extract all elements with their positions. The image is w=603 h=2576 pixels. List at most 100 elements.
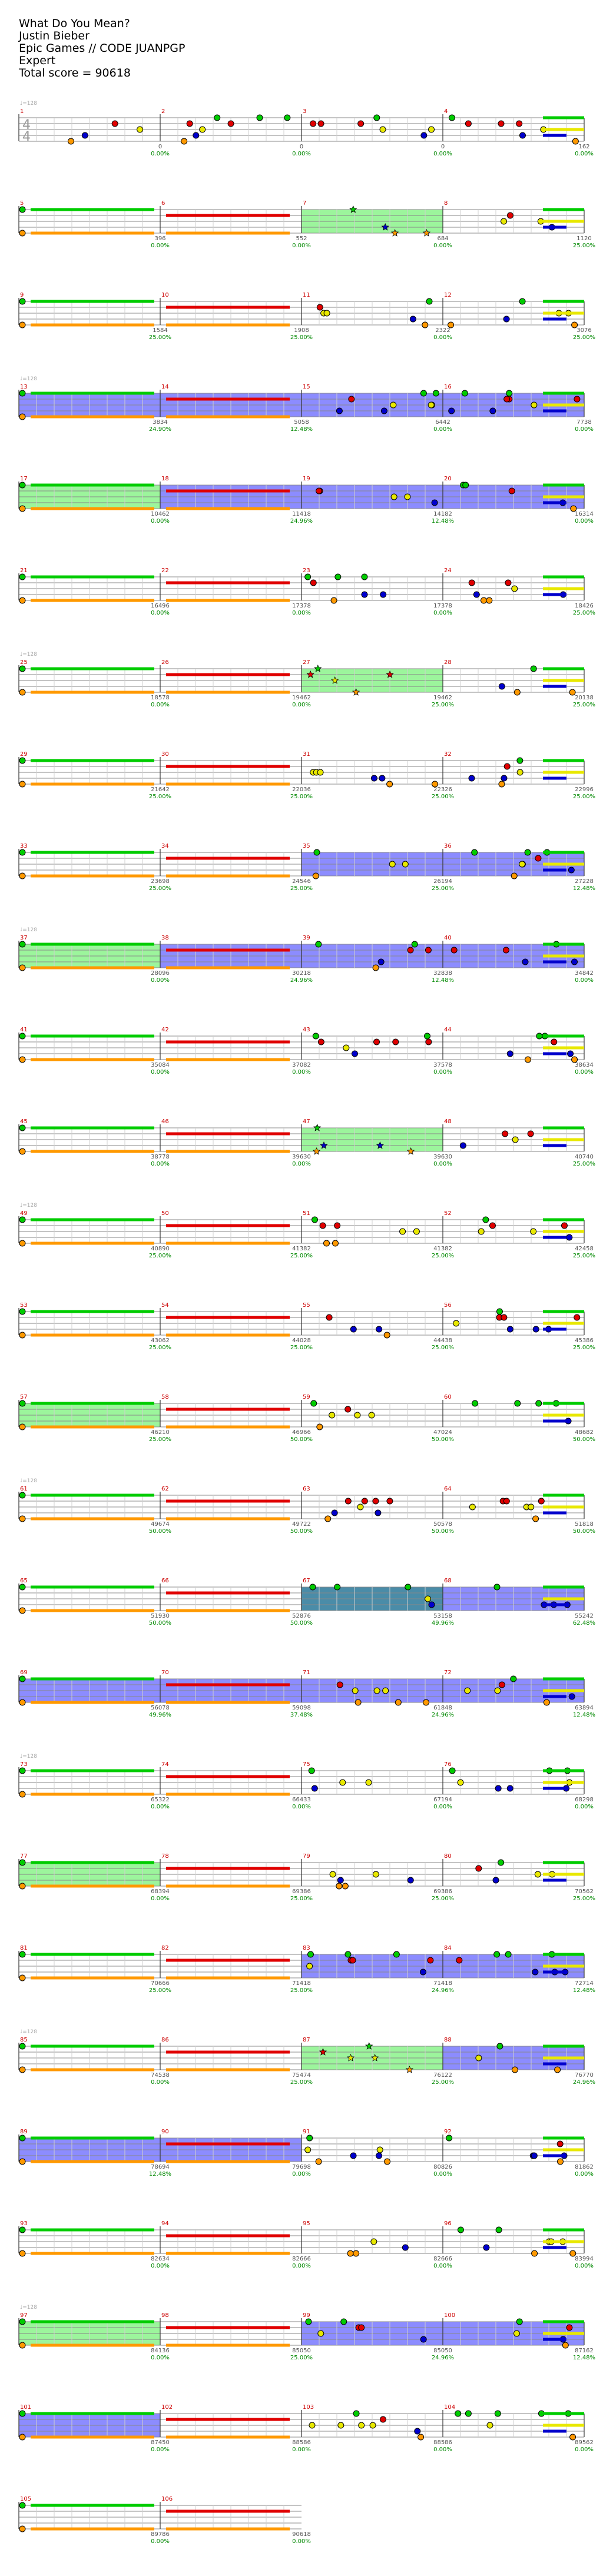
- tempo-marker: ♩=128: [20, 376, 37, 382]
- note-yellow: [376, 2146, 383, 2153]
- note-blue: [311, 1785, 318, 1792]
- note-green: [420, 390, 427, 397]
- measure-3: 300.00%: [301, 108, 452, 157]
- measure-score: 70562: [575, 1888, 594, 1895]
- note-red: [503, 396, 511, 403]
- note-green: [334, 1584, 341, 1591]
- measure-number: 76: [444, 1761, 452, 1768]
- tempo-marker: ♩=128: [20, 1203, 37, 1209]
- measure-score: 56078: [151, 1705, 170, 1711]
- note-orange: [19, 1240, 26, 1247]
- measure-sp-percent: 0.00%: [292, 702, 311, 708]
- measure-score: 37082: [292, 1062, 311, 1068]
- measure-score: 27228: [575, 878, 594, 885]
- note-yellow: [379, 126, 386, 133]
- measure-sp-percent: 0.00%: [433, 1804, 452, 1810]
- measure-number: 49: [20, 1210, 28, 1217]
- note-green: [524, 849, 531, 856]
- measure-number: 75: [303, 1761, 310, 1768]
- measure-score: 90618: [292, 2531, 311, 2538]
- note-green: [373, 114, 380, 121]
- measure-sp-percent: 25.00%: [432, 1345, 454, 1351]
- measure-number: 99: [303, 2312, 310, 2319]
- measure-score: 22996: [575, 786, 594, 793]
- measure-number: 22: [161, 567, 169, 574]
- measure-sp-percent: 0.00%: [151, 243, 170, 249]
- note-yellow: [425, 1595, 432, 1602]
- note-red: [349, 1957, 356, 1964]
- measure-score: 42458: [575, 1246, 594, 1252]
- note-yellow: [501, 218, 508, 225]
- note-yellow: [402, 861, 409, 868]
- measure-score: 6442: [435, 419, 450, 426]
- note-blue: [377, 958, 385, 965]
- measure-score: 87162: [575, 2348, 594, 2354]
- measure-sp-percent: 24.96%: [573, 2079, 595, 2086]
- measure-score: 63894: [575, 1705, 594, 1711]
- measure-score: 21642: [151, 786, 170, 793]
- measure-sp-percent: 25.00%: [290, 1987, 313, 1994]
- note-green: [19, 390, 26, 397]
- note-blue: [331, 1509, 338, 1516]
- note-orange: [556, 2158, 564, 2165]
- note-blue: [566, 1234, 573, 1241]
- measure-score: 65322: [151, 1797, 170, 1803]
- note-red: [516, 120, 523, 127]
- measure-sp-percent: 0.00%: [433, 334, 452, 341]
- measure-sp-percent: 12.48%: [573, 885, 595, 892]
- measure-number: 87: [303, 2037, 310, 2043]
- note-red: [310, 579, 317, 586]
- note-orange: [571, 1056, 578, 1063]
- measure-number: 4: [444, 108, 448, 115]
- measure-score: 17378: [292, 603, 311, 609]
- measure-sp-percent: 25.00%: [573, 702, 595, 708]
- note-blue: [414, 2428, 421, 2435]
- note-orange: [19, 413, 26, 420]
- measure-score: 69386: [292, 1888, 311, 1895]
- note-blue: [522, 958, 529, 965]
- note-green: [19, 573, 26, 580]
- note-orange: [19, 2066, 26, 2073]
- measure-number: 93: [20, 2220, 28, 2227]
- measure-number: 95: [303, 2220, 310, 2227]
- measure-number: 71: [303, 1669, 310, 1676]
- note-yellow: [428, 126, 435, 133]
- note-orange: [19, 2250, 26, 2257]
- measure-score: 37578: [433, 1062, 452, 1068]
- measure-sp-percent: 0.00%: [292, 1161, 311, 1167]
- note-green: [432, 390, 439, 397]
- note-green: [353, 2410, 360, 2417]
- measure-number: 59: [303, 1394, 310, 1400]
- note-orange: [543, 1699, 550, 1706]
- measure-score: 46966: [292, 1429, 311, 1436]
- note-green: [461, 390, 468, 397]
- measure-sp-percent: 49.96%: [149, 1712, 171, 1718]
- note-yellow: [354, 1412, 361, 1419]
- measure-number: 80: [444, 1853, 452, 1860]
- measure-number: 16: [444, 384, 452, 390]
- note-red: [316, 304, 323, 311]
- measure-score: 162: [578, 144, 589, 150]
- note-orange: [572, 138, 579, 145]
- note-orange: [19, 1332, 26, 1339]
- note-red: [501, 1314, 508, 1321]
- note-orange: [569, 2250, 577, 2257]
- measure-sp-percent: 25.00%: [573, 610, 595, 616]
- measure-sp-percent: 25.00%: [290, 2079, 313, 2086]
